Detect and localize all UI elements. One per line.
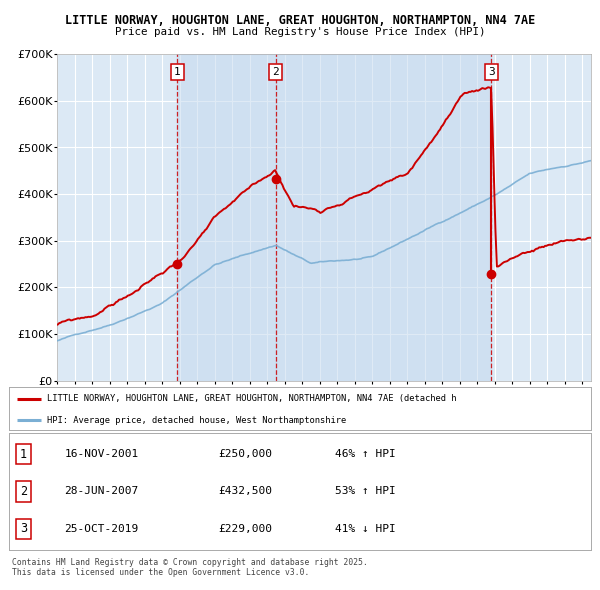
Text: LITTLE NORWAY, HOUGHTON LANE, GREAT HOUGHTON, NORTHAMPTON, NN4 7AE (detached h: LITTLE NORWAY, HOUGHTON LANE, GREAT HOUG…	[47, 395, 457, 404]
Text: 16-NOV-2001: 16-NOV-2001	[64, 449, 139, 459]
Text: £432,500: £432,500	[218, 487, 272, 496]
Text: £229,000: £229,000	[218, 524, 272, 534]
Text: 3: 3	[20, 522, 27, 535]
Text: Price paid vs. HM Land Registry's House Price Index (HPI): Price paid vs. HM Land Registry's House …	[115, 28, 485, 37]
Text: Contains HM Land Registry data © Crown copyright and database right 2025.
This d: Contains HM Land Registry data © Crown c…	[12, 558, 368, 577]
Bar	[275, 54, 491, 381]
Text: £250,000: £250,000	[218, 449, 272, 459]
Text: 3: 3	[488, 67, 495, 77]
Text: LITTLE NORWAY, HOUGHTON LANE, GREAT HOUGHTON, NORTHAMPTON, NN4 7AE: LITTLE NORWAY, HOUGHTON LANE, GREAT HOUG…	[65, 14, 535, 27]
Bar	[178, 54, 275, 381]
Text: 41% ↓ HPI: 41% ↓ HPI	[335, 524, 395, 534]
Text: 46% ↑ HPI: 46% ↑ HPI	[335, 449, 395, 459]
Text: 1: 1	[20, 448, 27, 461]
Text: 2: 2	[20, 485, 27, 498]
Text: 53% ↑ HPI: 53% ↑ HPI	[335, 487, 395, 496]
Text: HPI: Average price, detached house, West Northamptonshire: HPI: Average price, detached house, West…	[47, 416, 346, 425]
Text: 2: 2	[272, 67, 279, 77]
Text: 28-JUN-2007: 28-JUN-2007	[64, 487, 139, 496]
Text: 1: 1	[174, 67, 181, 77]
Text: 25-OCT-2019: 25-OCT-2019	[64, 524, 139, 534]
